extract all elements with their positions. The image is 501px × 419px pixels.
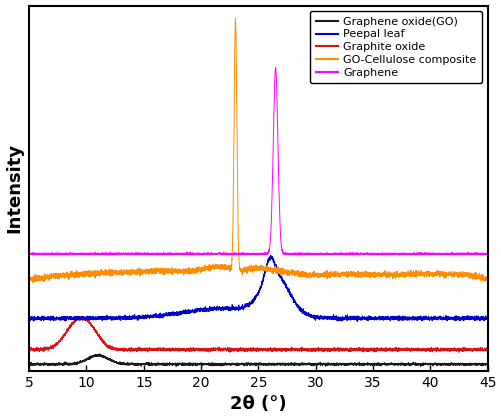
Y-axis label: Intensity: Intensity [6,143,24,233]
Legend: Graphene oxide(GO), Peepal leaf, Graphite oxide, GO-Cellulose composite, Graphen: Graphene oxide(GO), Peepal leaf, Graphit… [310,11,481,83]
X-axis label: 2θ (°): 2θ (°) [229,396,286,414]
